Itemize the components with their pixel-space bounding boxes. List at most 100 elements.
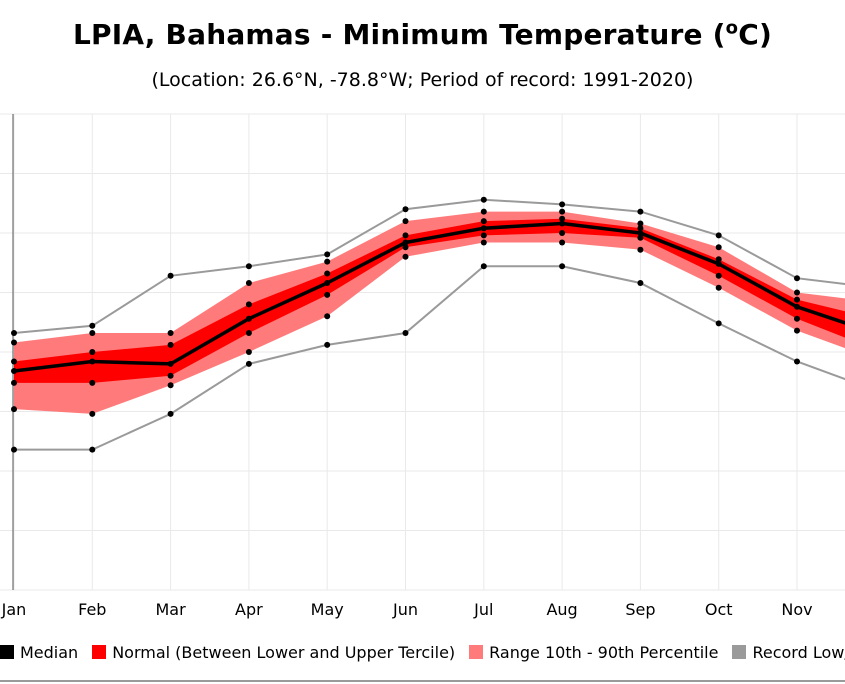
data-point-upper_tercile xyxy=(402,232,409,239)
data-point-median xyxy=(637,230,644,236)
data-point-p90 xyxy=(324,258,331,265)
median-line xyxy=(13,221,845,373)
data-point-record_high xyxy=(167,272,174,279)
data-point-upper_tercile xyxy=(11,358,17,365)
x-tick-label: Mar xyxy=(156,600,187,619)
data-point-record_low xyxy=(324,341,331,348)
data-point-upper_tercile xyxy=(637,225,644,232)
data-point-p10 xyxy=(637,246,644,253)
record-low-line xyxy=(14,265,845,451)
chart-subtitle: (Location: 26.6°N, -78.8°W; Period of re… xyxy=(151,69,694,91)
data-point-p10 xyxy=(402,253,409,260)
data-point-upper_tercile xyxy=(715,256,722,263)
data-point-record_high xyxy=(715,232,722,239)
data-point-median xyxy=(11,368,17,374)
legend-item: Record Low/High xyxy=(732,643,845,662)
data-point-p90 xyxy=(559,208,566,215)
data-point-lower_tercile xyxy=(480,232,487,239)
legend-swatch xyxy=(92,645,107,659)
data-point-record_low xyxy=(480,263,487,270)
data-point-p10 xyxy=(794,327,800,334)
legend-swatch xyxy=(469,645,484,659)
data-point-record_high xyxy=(559,201,566,208)
data-point-p10 xyxy=(480,239,487,246)
data-point-record_low xyxy=(245,360,252,367)
data-point-lower_tercile xyxy=(637,234,644,241)
x-tick-label: Feb xyxy=(78,600,106,619)
data-point-record_low xyxy=(794,358,800,365)
data-point-record_low xyxy=(89,446,96,453)
data-point-lower_tercile xyxy=(559,230,566,236)
data-point-median xyxy=(324,280,331,286)
data-point-record_low xyxy=(715,320,722,327)
data-point-p10 xyxy=(559,239,566,246)
x-tick-label: Jun xyxy=(392,600,418,619)
data-point-p90 xyxy=(480,208,487,215)
chart-title: LPIA, Bahamas - Minimum Temperature (oC) xyxy=(0,18,845,51)
data-point-median xyxy=(167,360,174,367)
data-point-record_high xyxy=(480,196,487,203)
data-point-upper_tercile xyxy=(324,270,331,277)
x-tick-label: Nov xyxy=(781,600,812,619)
data-point-p10 xyxy=(324,313,331,320)
data-point-record_low xyxy=(637,280,644,286)
legend-swatch xyxy=(0,645,14,659)
chart-title-degree: o xyxy=(725,17,739,39)
data-point-lower_tercile xyxy=(89,379,96,386)
x-tick-label: Sep xyxy=(625,600,655,619)
data-point-record_high xyxy=(794,275,800,282)
data-point-record_high xyxy=(89,322,96,329)
data-point-median xyxy=(402,239,409,246)
legend-swatch xyxy=(732,645,747,659)
data-point-lower_tercile xyxy=(402,244,409,251)
data-point-lower_tercile xyxy=(715,272,722,279)
data-point-median xyxy=(245,315,252,322)
bands xyxy=(14,211,845,414)
x-tick-label: May xyxy=(311,600,344,619)
data-point-record_high xyxy=(324,251,331,258)
x-tick-label: Jul xyxy=(473,600,493,619)
data-point-p10 xyxy=(11,406,17,413)
data-point-lower_tercile xyxy=(11,379,17,386)
data-point-upper_tercile xyxy=(167,341,174,348)
data-point-p90 xyxy=(637,220,644,227)
data-point-median xyxy=(559,220,566,227)
data-point-p10 xyxy=(245,349,252,355)
record-high-line xyxy=(13,198,845,334)
data-point-upper_tercile xyxy=(245,301,252,308)
legend-item: Median xyxy=(0,643,78,662)
data-point-p90 xyxy=(167,330,174,336)
legend-item: Range 10th - 90th Percentile xyxy=(469,643,718,662)
x-tick-label: Oct xyxy=(705,600,733,619)
data-point-median xyxy=(715,260,722,267)
data-point-record_low xyxy=(11,446,17,453)
data-point-record_low xyxy=(559,263,566,270)
data-point-record_low xyxy=(167,410,174,417)
chart-title-text: LPIA, Bahamas - Minimum Temperature ( xyxy=(73,18,726,51)
data-point-record_high xyxy=(402,206,409,213)
legend-label: Record Low/High xyxy=(752,642,845,662)
data-point-p10 xyxy=(89,410,96,417)
legend-label: Median xyxy=(20,642,79,662)
data-point-record_high xyxy=(245,263,252,270)
normal-tercile-band xyxy=(14,218,845,383)
data-point-lower_tercile xyxy=(324,291,331,298)
data-point-upper_tercile xyxy=(89,349,96,355)
data-point-median xyxy=(89,358,96,365)
data-points xyxy=(11,196,800,453)
data-point-p90 xyxy=(715,244,722,251)
data-point-record_low xyxy=(402,330,409,336)
data-point-p90 xyxy=(402,218,409,225)
legend-item: Normal (Between Lower and Upper Tercile) xyxy=(92,643,455,662)
data-point-lower_tercile xyxy=(794,315,800,322)
data-point-record_high xyxy=(637,208,644,215)
data-point-p10 xyxy=(167,382,174,389)
data-point-lower_tercile xyxy=(167,372,174,379)
data-point-p90 xyxy=(245,280,252,286)
x-axis-ticks: JanFebMarAprMayJunJulAugSepOctNovDec xyxy=(1,600,813,619)
chart-title-unit: C) xyxy=(738,18,772,51)
data-point-lower_tercile xyxy=(245,330,252,336)
percentile-range-band xyxy=(14,211,845,414)
